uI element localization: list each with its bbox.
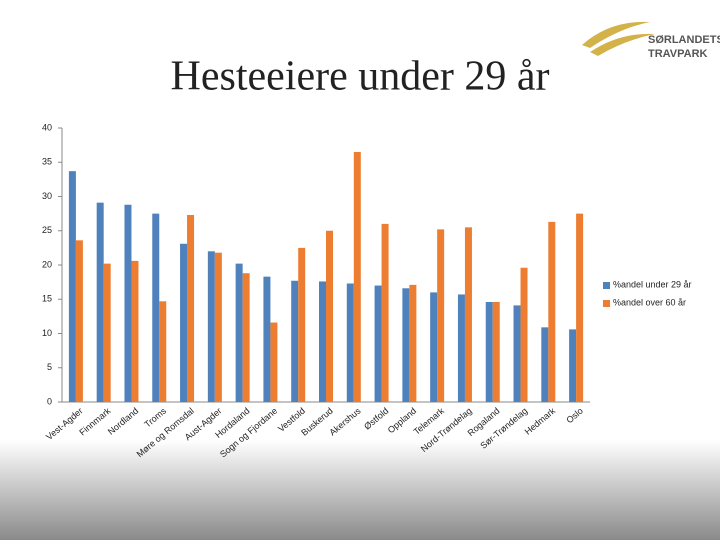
- legend-swatch: [603, 300, 610, 307]
- bar: [353, 151, 361, 402]
- bar: [513, 305, 521, 402]
- bar: [242, 273, 250, 402]
- chart-title: Hesteeiere under 29 år: [171, 54, 550, 100]
- y-tick-label: 5: [47, 362, 52, 372]
- y-tick-label: 20: [42, 259, 52, 269]
- y-tick-label: 35: [42, 157, 52, 167]
- bar: [346, 283, 354, 402]
- bar: [291, 280, 299, 402]
- bar: [576, 213, 584, 402]
- bar: [96, 202, 104, 402]
- bar: [68, 171, 76, 402]
- bar: [548, 221, 556, 402]
- bar: [485, 301, 493, 402]
- bar: [457, 294, 465, 402]
- bar: [464, 227, 472, 402]
- bar: [263, 276, 271, 402]
- bar: [214, 252, 222, 402]
- bar: [124, 204, 132, 402]
- bar: [180, 243, 188, 402]
- bar: [520, 267, 528, 402]
- bar: [235, 263, 243, 402]
- bar: [569, 329, 577, 402]
- bar: [319, 281, 326, 402]
- y-tick-label: 15: [42, 294, 52, 304]
- bar: [541, 327, 549, 402]
- logo: SØRLANDETS TRAVPARK: [582, 21, 720, 60]
- bar: [152, 213, 160, 402]
- bar: [103, 263, 111, 402]
- legend-label: %andel under 29 år: [613, 279, 692, 289]
- bar: [131, 260, 139, 402]
- legend-label: %andel over 60 år: [613, 297, 686, 307]
- logo-text: SØRLANDETS: [648, 34, 720, 46]
- bar: [437, 229, 445, 402]
- bar: [75, 240, 83, 402]
- bar: [381, 223, 389, 402]
- bar: [159, 301, 167, 402]
- bar: [270, 322, 278, 402]
- bar: [402, 288, 410, 402]
- y-tick-label: 30: [42, 191, 52, 201]
- bar: [430, 292, 438, 402]
- logo-mark: [582, 21, 655, 56]
- y-tick-label: 0: [47, 396, 52, 406]
- bar: [374, 285, 382, 402]
- bar: [207, 251, 215, 402]
- logo-text: TRAVPARK: [648, 48, 708, 60]
- legend-swatch: [603, 282, 610, 289]
- bar: [409, 284, 417, 402]
- bar: [326, 230, 333, 402]
- photo-band: [0, 440, 720, 540]
- y-tick-label: 10: [42, 328, 52, 338]
- bar: [187, 214, 195, 402]
- y-tick-label: 25: [42, 225, 52, 235]
- bar: [298, 247, 306, 402]
- bar: [492, 301, 500, 402]
- y-tick-label: 40: [42, 122, 52, 132]
